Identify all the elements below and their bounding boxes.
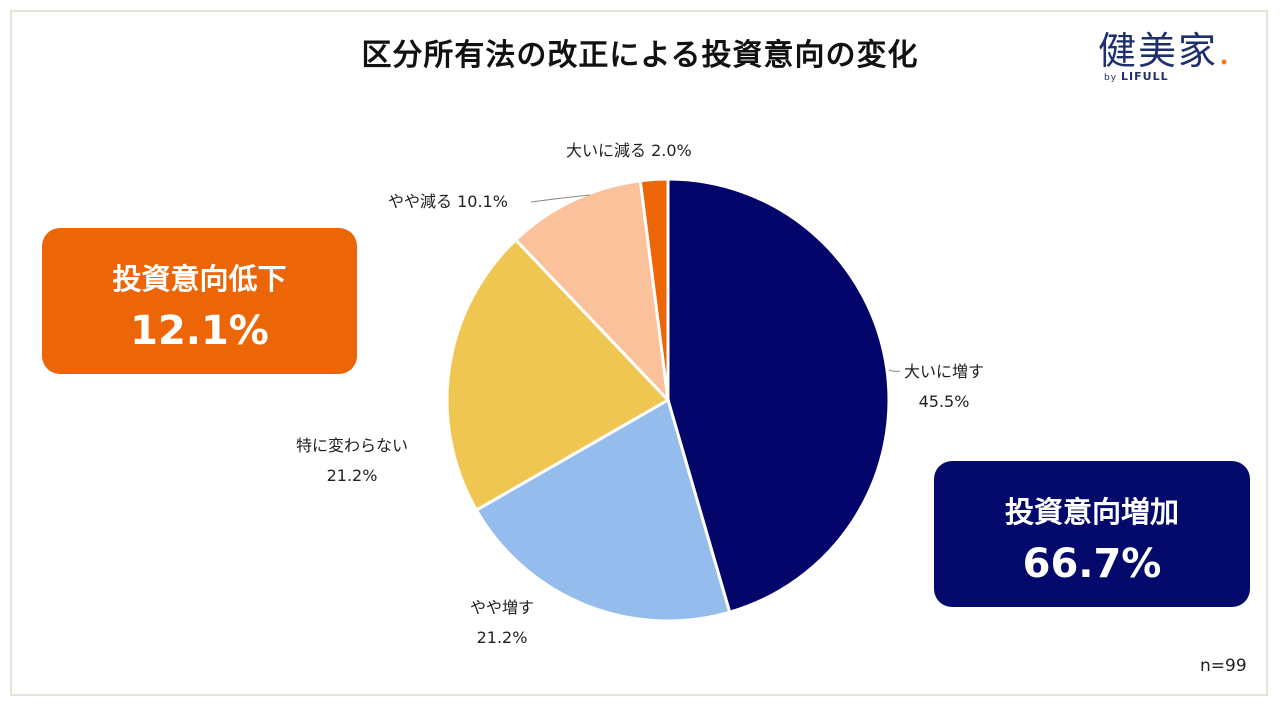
decrease-summary-value: 12.1% — [130, 308, 269, 354]
slice-label-4-name: 大いに減る — [566, 141, 647, 160]
pie-slice-4 — [638, 177, 670, 401]
pie-slice-0 — [666, 177, 891, 615]
pie-slice-3 — [513, 179, 671, 405]
pie-slice-1 — [474, 397, 732, 623]
slice-label-3-value: 10.1% — [457, 192, 508, 211]
slice-label-3: やや減る 10.1% — [388, 188, 508, 212]
increase-summary-value: 66.7% — [1022, 541, 1162, 587]
logo-by: by — [1104, 73, 1118, 83]
chart-title: 区分所有法の改正による投資意向の変化 — [361, 38, 919, 73]
slice-label-0-name: 大いに増す — [904, 362, 985, 381]
slice-label-3-name: やや減る — [388, 192, 453, 211]
increase-summary-label: 投資意向増加 — [1004, 495, 1179, 529]
slice-label-0: 大いに増す 45.5% — [904, 358, 984, 411]
increase-summary-box: 投資意向増加 66.7% — [934, 461, 1250, 607]
slice-label-0-value: 45.5% — [918, 392, 970, 411]
logo-sub: by LIFULL — [1104, 70, 1169, 83]
slice-label-2-value: 21.2% — [326, 466, 378, 485]
leader-line-3 — [530, 194, 591, 203]
slice-label-1-value: 21.2% — [476, 628, 528, 647]
logo-text: 健美家 — [1098, 29, 1219, 73]
slice-label-2: 特に変わらない 21.2% — [296, 432, 408, 485]
leader-line-0 — [888, 369, 901, 372]
logo: 健美家. — [1098, 20, 1232, 75]
decrease-summary-box: 投資意向低下 12.1% — [42, 228, 357, 374]
slice-label-4: 大いに減る 2.0% — [566, 137, 692, 161]
slice-label-2-name: 特に変わらない — [296, 436, 409, 455]
slice-label-1: やや増す 21.2% — [470, 594, 534, 647]
slice-label-4-value: 2.0% — [651, 141, 692, 160]
decrease-summary-label: 投資意向低下 — [112, 262, 287, 296]
slice-label-1-name: やや増す — [470, 598, 535, 617]
sample-size: n=99 — [1200, 656, 1247, 676]
pie-slice-2 — [445, 237, 671, 513]
logo-dot: . — [1218, 29, 1233, 73]
logo-brand: LIFULL — [1121, 70, 1169, 83]
